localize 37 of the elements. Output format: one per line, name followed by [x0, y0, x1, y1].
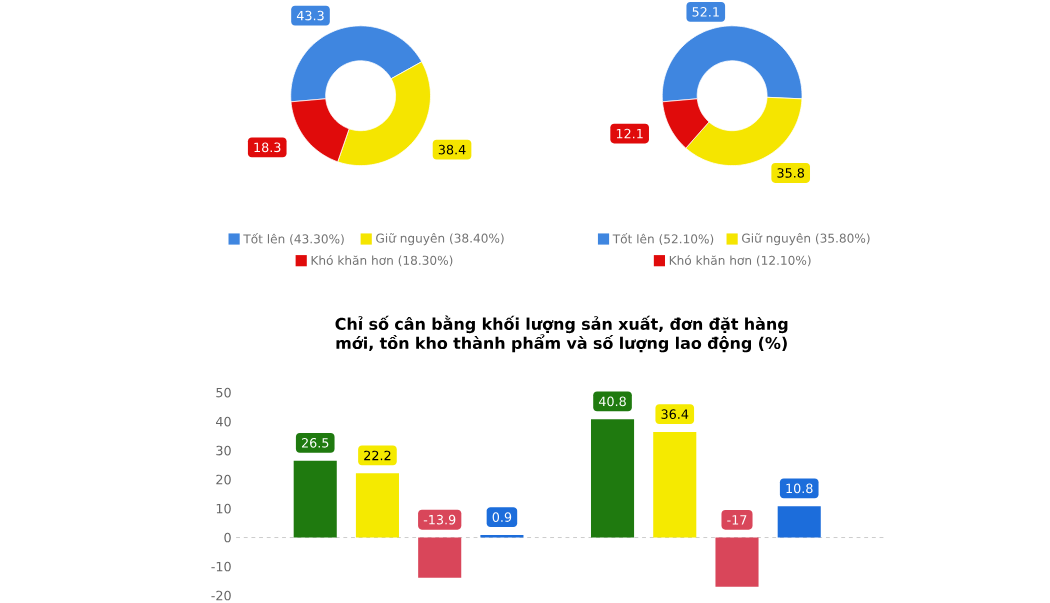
bar	[480, 534, 524, 538]
data-label: 40.8	[598, 396, 626, 407]
bar	[293, 460, 337, 538]
bar	[355, 473, 399, 538]
data-label: 22.2	[364, 450, 391, 461]
bar	[418, 537, 462, 578]
data-label: 52.1	[692, 6, 719, 17]
data-label: 43.3	[296, 10, 324, 21]
data-label: 10.8	[786, 483, 813, 494]
legend-label: Giữ nguyên (35.80%)	[742, 232, 870, 246]
data-label: 18.3	[254, 142, 281, 153]
legend-label: Tốt lên (43.30%)	[243, 232, 344, 245]
legend-label: Tốt lên (52.10%)	[612, 232, 714, 245]
bar	[715, 537, 759, 587]
bar	[777, 506, 821, 538]
legend-label: Khó khăn hơn (18.30%)	[311, 254, 453, 267]
data-label: -13.9	[423, 514, 456, 525]
data-label: 0.9	[492, 512, 512, 522]
data-label: 35.8	[777, 168, 805, 178]
y-tick-label: -10	[211, 561, 231, 572]
y-tick-label: 30	[216, 445, 231, 456]
bar	[590, 419, 635, 538]
legend-label: Khó khăn hơn (12.10%)	[669, 254, 811, 267]
y-tick-label: -20	[211, 590, 231, 601]
bar	[653, 431, 697, 538]
data-label: 26.5	[301, 437, 329, 448]
data-label: 12.1	[616, 128, 643, 139]
y-tick-label: 0	[224, 532, 231, 543]
chart-title: Chỉ số cân bằng khối lượng sản xuất, đơn đặt hàng mới, tồn kho thành phẩm và số lượng lao động (%)	[335, 315, 788, 353]
data-label: -17	[727, 515, 747, 525]
y-tick-label: 10	[216, 503, 231, 514]
y-tick-label: 20	[216, 474, 231, 485]
data-label: 38.4	[438, 144, 466, 155]
legend-label: Giữ nguyên (38.40%)	[376, 232, 504, 246]
y-tick-label: 50	[216, 387, 231, 398]
data-label: 36.4	[661, 409, 689, 419]
y-tick-label: 40	[216, 416, 231, 427]
